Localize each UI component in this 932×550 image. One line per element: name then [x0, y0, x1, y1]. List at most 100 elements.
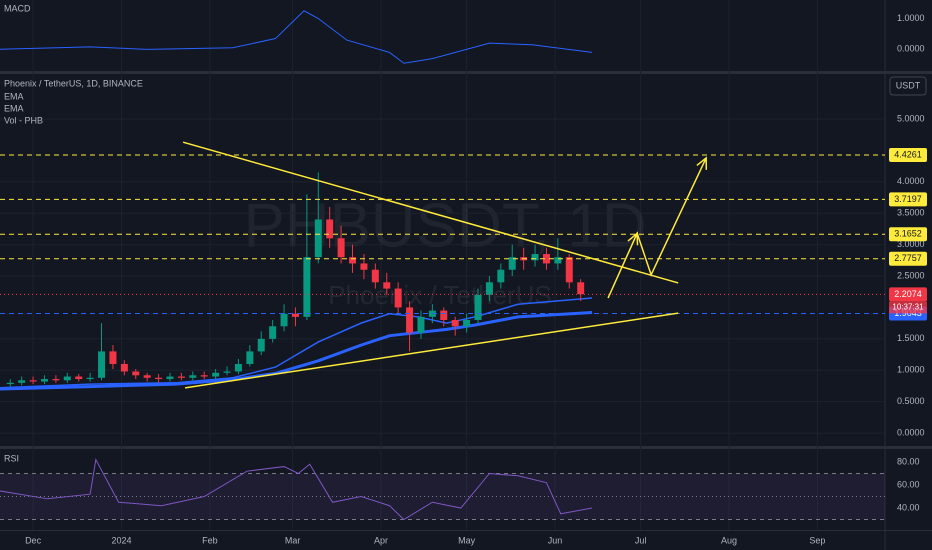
pane-title: MACD: [4, 3, 31, 13]
y-tick-label: 0.0000: [897, 44, 925, 54]
candle-body: [485, 282, 493, 295]
candle-body: [132, 371, 140, 376]
currency-label: USDT: [896, 80, 921, 90]
price-level-label: 2.2074: [894, 289, 922, 299]
candle-body: [143, 375, 151, 378]
y-tick-label: 3.5000: [897, 208, 925, 218]
y-tick-label: 80.00: [897, 456, 920, 466]
y-tick-label: 3.0000: [897, 239, 925, 249]
price-level-box: [889, 251, 927, 266]
candle-body: [189, 375, 197, 378]
candle-body: [155, 377, 163, 380]
candle-body: [349, 257, 357, 264]
candle-body: [280, 313, 288, 327]
y-tick-label: 5.0000: [897, 113, 925, 123]
price-level-label: 3.7197: [894, 194, 922, 204]
pane-divider: [0, 446, 932, 449]
candle-body: [406, 307, 414, 333]
rsi-band: [0, 473, 885, 520]
candle-body: [440, 310, 448, 320]
candle-body: [86, 377, 94, 380]
price-level-box: [889, 287, 927, 302]
candle-body: [394, 288, 402, 308]
y-tick-label: 0.0000: [897, 427, 925, 437]
legend-entry: EMA: [4, 91, 24, 101]
y-tick-label: 4.0000: [897, 176, 925, 186]
indicator-line: [0, 10, 593, 64]
indicator-line: [0, 310, 593, 391]
candle-body: [577, 282, 585, 295]
arrow-head: [627, 231, 639, 246]
candle-body: [269, 326, 277, 339]
price-level-label: 3.1652: [894, 229, 922, 239]
watermark: PHBUSDT, 1D: [243, 191, 646, 260]
candle-body: [463, 319, 471, 327]
candle-body: [200, 375, 208, 377]
x-tick-label: Sep: [809, 535, 825, 545]
x-tick-label: Dec: [25, 535, 42, 545]
candle-body: [371, 269, 379, 283]
candle-body: [18, 380, 26, 383]
trendline: [184, 312, 679, 389]
candle-body: [212, 372, 220, 377]
candle-body: [474, 294, 482, 320]
price-level-box: [889, 148, 927, 163]
candle-body: [451, 319, 459, 327]
countdown: 10:37:31: [892, 303, 924, 312]
candle-body: [75, 376, 83, 380]
legend-title: Phoenix / TetherUS, 1D, BINANCE: [4, 78, 143, 88]
price-level-box: [889, 192, 927, 207]
candle-body: [554, 257, 562, 264]
x-tick-label: Aug: [721, 535, 737, 545]
x-tick-label: May: [458, 535, 476, 545]
candle-body: [234, 363, 242, 372]
candle-body: [383, 282, 391, 289]
candle-body: [565, 257, 573, 283]
candle-body: [29, 380, 37, 382]
indicator-line: [0, 297, 593, 389]
x-tick-label: Jun: [548, 535, 563, 545]
candle-body: [337, 238, 345, 258]
y-tick-label: 60.00: [897, 479, 920, 489]
y-tick-label: 40.00: [897, 502, 920, 512]
x-tick-label: Mar: [285, 535, 301, 545]
y-tick-label: 1.5000: [897, 333, 925, 343]
x-tick-label: Apr: [374, 535, 388, 545]
trendline: [182, 141, 679, 284]
candle-body: [52, 379, 60, 381]
legend-entry: Vol - PHB: [4, 115, 43, 125]
countdown-box: [889, 301, 927, 314]
y-tick-label: 2.5000: [897, 270, 925, 280]
candle-body: [63, 376, 71, 381]
candle-body: [166, 376, 174, 380]
legend-entry: EMA: [4, 103, 24, 113]
candle-body: [508, 257, 516, 270]
pane-title: RSI: [4, 453, 19, 463]
projection-arrow: [607, 157, 707, 299]
candle-body: [40, 379, 48, 382]
currency-box: [889, 76, 927, 96]
pane-divider: [0, 71, 932, 74]
pane-divider: [0, 530, 932, 531]
candle-body: [223, 371, 231, 373]
candle-body: [120, 363, 128, 372]
candle-body: [497, 269, 505, 283]
candle-body: [246, 351, 254, 364]
candle-body: [531, 254, 539, 261]
candle-body: [109, 351, 117, 364]
y-tick-label: 1.0000: [897, 365, 925, 375]
y-tick-label: 1.0000: [897, 13, 925, 23]
arrow-head: [696, 156, 708, 170]
price-level-box: [889, 227, 927, 242]
candle-body: [542, 254, 550, 264]
candle-body: [303, 257, 311, 317]
indicator-line: [0, 458, 593, 521]
candle-body: [177, 376, 185, 378]
price-level-label: 2.7757: [894, 253, 922, 263]
candle-body: [6, 382, 14, 385]
price-level-label: 4.4261: [894, 149, 922, 159]
x-tick-label: Jul: [635, 535, 647, 545]
x-tick-label: 2024: [111, 535, 131, 545]
candle-body: [98, 351, 106, 378]
